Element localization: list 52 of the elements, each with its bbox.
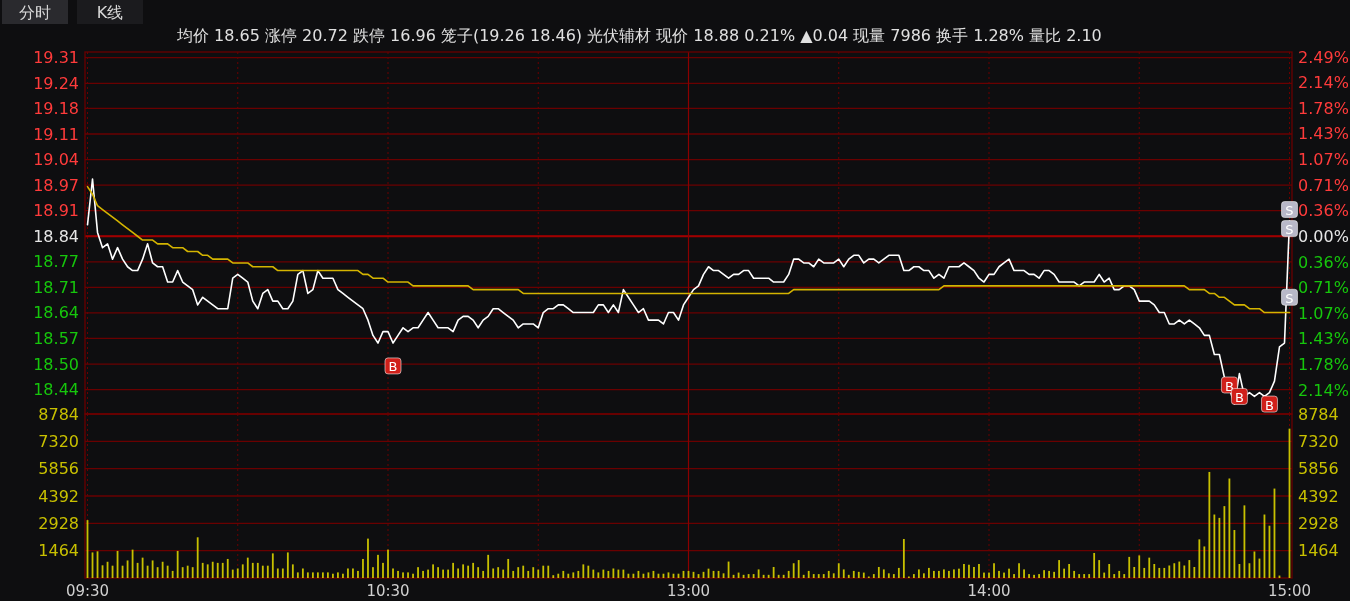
y2-tick-label: 0.36% xyxy=(1298,200,1349,220)
y-tick-label: 18.91 xyxy=(33,201,79,221)
y2-tick-label: 0.71% xyxy=(1298,277,1349,297)
chart-title: 均价 18.65 涨停 20.72 跌停 16.96 笼子(19.26 18.46) 光伏辅材 现价 18.88 0.21% ▲0.04 现量 7986 换手 1.28% 量比 2.10 xyxy=(176,26,1102,45)
y2-tick-label: 1.43% xyxy=(1298,123,1349,143)
y-tick-label: 18.57 xyxy=(33,328,79,348)
series-label: S xyxy=(1285,222,1294,238)
y2-tick-label: 2.14% xyxy=(1298,72,1349,92)
y-tick-label: 8784 xyxy=(38,404,79,424)
y2-tick-label: 1.07% xyxy=(1298,303,1349,323)
y2-tick-label: 7320 xyxy=(1298,431,1339,451)
y2-tick-label: 0.71% xyxy=(1298,175,1349,195)
y-tick-label: 19.04 xyxy=(33,150,79,170)
y-tick-label: 19.31 xyxy=(33,48,79,68)
y-tick-label: 18.64 xyxy=(33,303,79,323)
series-label: S xyxy=(1285,290,1294,306)
x-tick-label: 09:30 xyxy=(65,582,110,600)
y2-tick-label: 4392 xyxy=(1298,486,1339,506)
y-tick-label: 19.24 xyxy=(33,73,79,93)
y-tick-label: 1464 xyxy=(38,541,79,561)
y2-tick-label: 0.36% xyxy=(1298,252,1349,272)
y2-tick-label: 0.00% xyxy=(1298,226,1349,246)
text: 分时 xyxy=(19,2,51,22)
y-tick-label: 18.50 xyxy=(33,354,79,374)
y-tick-label: 18.44 xyxy=(33,380,79,400)
y-tick-label: 18.71 xyxy=(33,277,79,297)
series-label: B xyxy=(388,359,398,375)
y2-tick-label: 8784 xyxy=(1298,404,1339,424)
y2-tick-label: 1.78% xyxy=(1298,354,1349,374)
y-tick-label: 19.18 xyxy=(33,98,79,118)
y2-tick-label: 1.43% xyxy=(1298,329,1349,349)
text: K线 xyxy=(96,2,124,22)
y2-tick-label: 2.14% xyxy=(1298,380,1349,400)
x-tick-label: 14:00 xyxy=(967,582,1011,600)
y-tick-label: 19.11 xyxy=(33,124,79,144)
y-tick-label: 18.77 xyxy=(33,252,79,272)
y-tick-label: 2928 xyxy=(38,513,79,533)
y-tick-label: 4392 xyxy=(38,486,79,506)
y2-tick-label: 2.49% xyxy=(1298,47,1349,67)
y2-tick-label: 5856 xyxy=(1298,459,1339,479)
x-tick-label: 15:00 xyxy=(1267,582,1312,600)
y2-tick-label: 1.07% xyxy=(1298,149,1349,169)
y-tick-label: 7320 xyxy=(38,431,79,451)
y2-tick-label: 1.78% xyxy=(1298,98,1349,118)
y-tick-label: 18.97 xyxy=(33,175,79,195)
x-tick-label: 13:00 xyxy=(666,582,711,600)
y2-tick-label: 2928 xyxy=(1298,513,1339,533)
x-tick-label: 10:30 xyxy=(366,582,410,600)
y2-tick-label: 1464 xyxy=(1298,541,1339,561)
series-label: S xyxy=(1285,203,1294,219)
y-tick-label: 18.84 xyxy=(33,226,79,246)
y-tick-label: 5856 xyxy=(38,459,79,479)
